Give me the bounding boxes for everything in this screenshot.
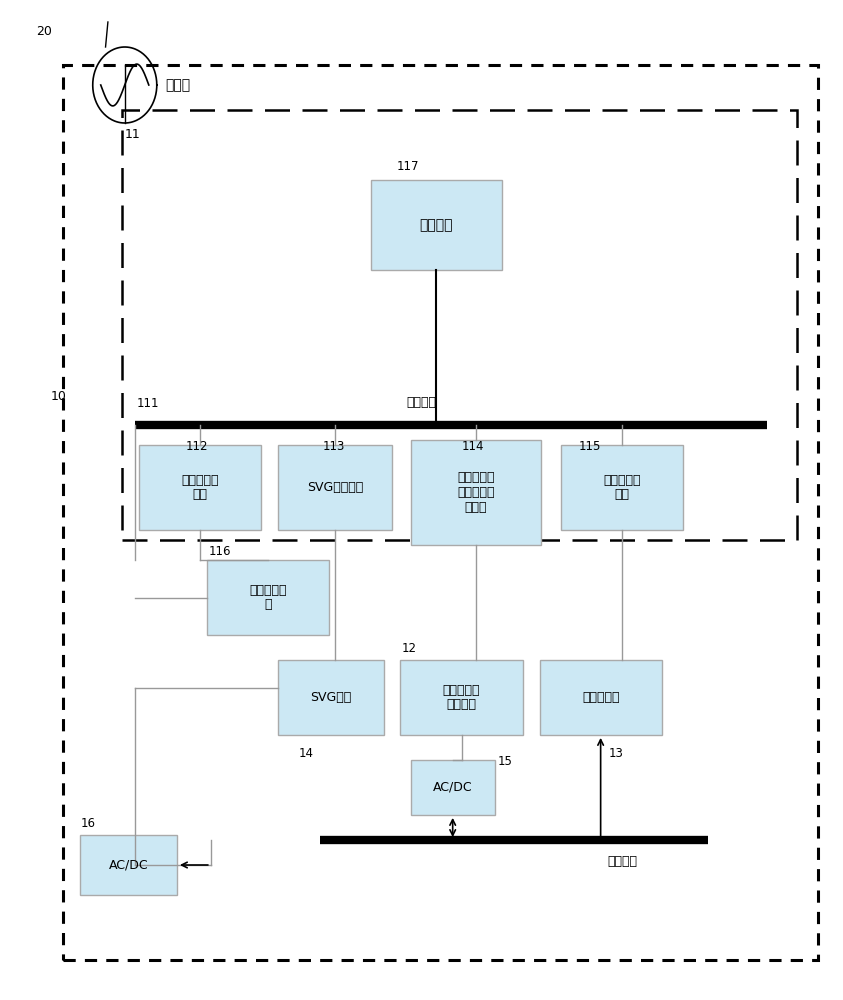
Text: 配电网联络
模块: 配电网联络 模块 <box>181 474 219 502</box>
Text: 20: 20 <box>36 25 52 38</box>
Text: AC/DC: AC/DC <box>432 781 473 794</box>
Bar <box>411 760 495 815</box>
Text: 115: 115 <box>578 440 601 453</box>
Text: 112: 112 <box>185 440 208 453</box>
Text: 111: 111 <box>137 397 159 410</box>
Text: 12: 12 <box>401 642 416 655</box>
Bar <box>278 660 384 735</box>
Text: 13: 13 <box>609 747 624 760</box>
Bar <box>371 180 502 270</box>
Text: 16: 16 <box>81 817 96 830</box>
Bar <box>561 445 683 530</box>
Text: 15: 15 <box>497 755 513 768</box>
Text: 中控模块: 中控模块 <box>420 218 453 232</box>
Bar <box>400 660 523 735</box>
Text: 配电网: 配电网 <box>165 78 191 92</box>
Bar <box>411 440 541 545</box>
Text: 可再生能源
发电设备监
控模块: 可再生能源 发电设备监 控模块 <box>457 471 495 514</box>
Text: 116: 116 <box>209 545 232 558</box>
Text: 蓄电池监控
模块: 蓄电池监控 模块 <box>603 474 641 502</box>
Text: 蓄电池模块: 蓄电池模块 <box>582 691 620 704</box>
Text: 通信总线: 通信总线 <box>406 396 437 409</box>
Text: SVG模块: SVG模块 <box>310 691 352 704</box>
Bar <box>207 560 329 635</box>
Bar <box>278 445 392 530</box>
Text: 113: 113 <box>323 440 346 453</box>
Bar <box>139 445 261 530</box>
Bar <box>63 65 818 960</box>
Text: AC/DC: AC/DC <box>109 858 148 871</box>
Text: 114: 114 <box>462 440 485 453</box>
Text: 直流母线: 直流母线 <box>607 855 637 868</box>
Bar <box>122 110 797 540</box>
Text: SVG监控模块: SVG监控模块 <box>307 481 363 494</box>
Text: 117: 117 <box>396 160 419 173</box>
Text: 可再生能源
发电设备: 可再生能源 发电设备 <box>443 684 481 712</box>
Text: 并网监控模
块: 并网监控模 块 <box>249 584 287 612</box>
Text: 10: 10 <box>51 390 67 403</box>
Bar <box>540 660 662 735</box>
Text: 14: 14 <box>298 747 314 760</box>
Text: 11: 11 <box>125 128 141 141</box>
Bar <box>80 835 177 895</box>
